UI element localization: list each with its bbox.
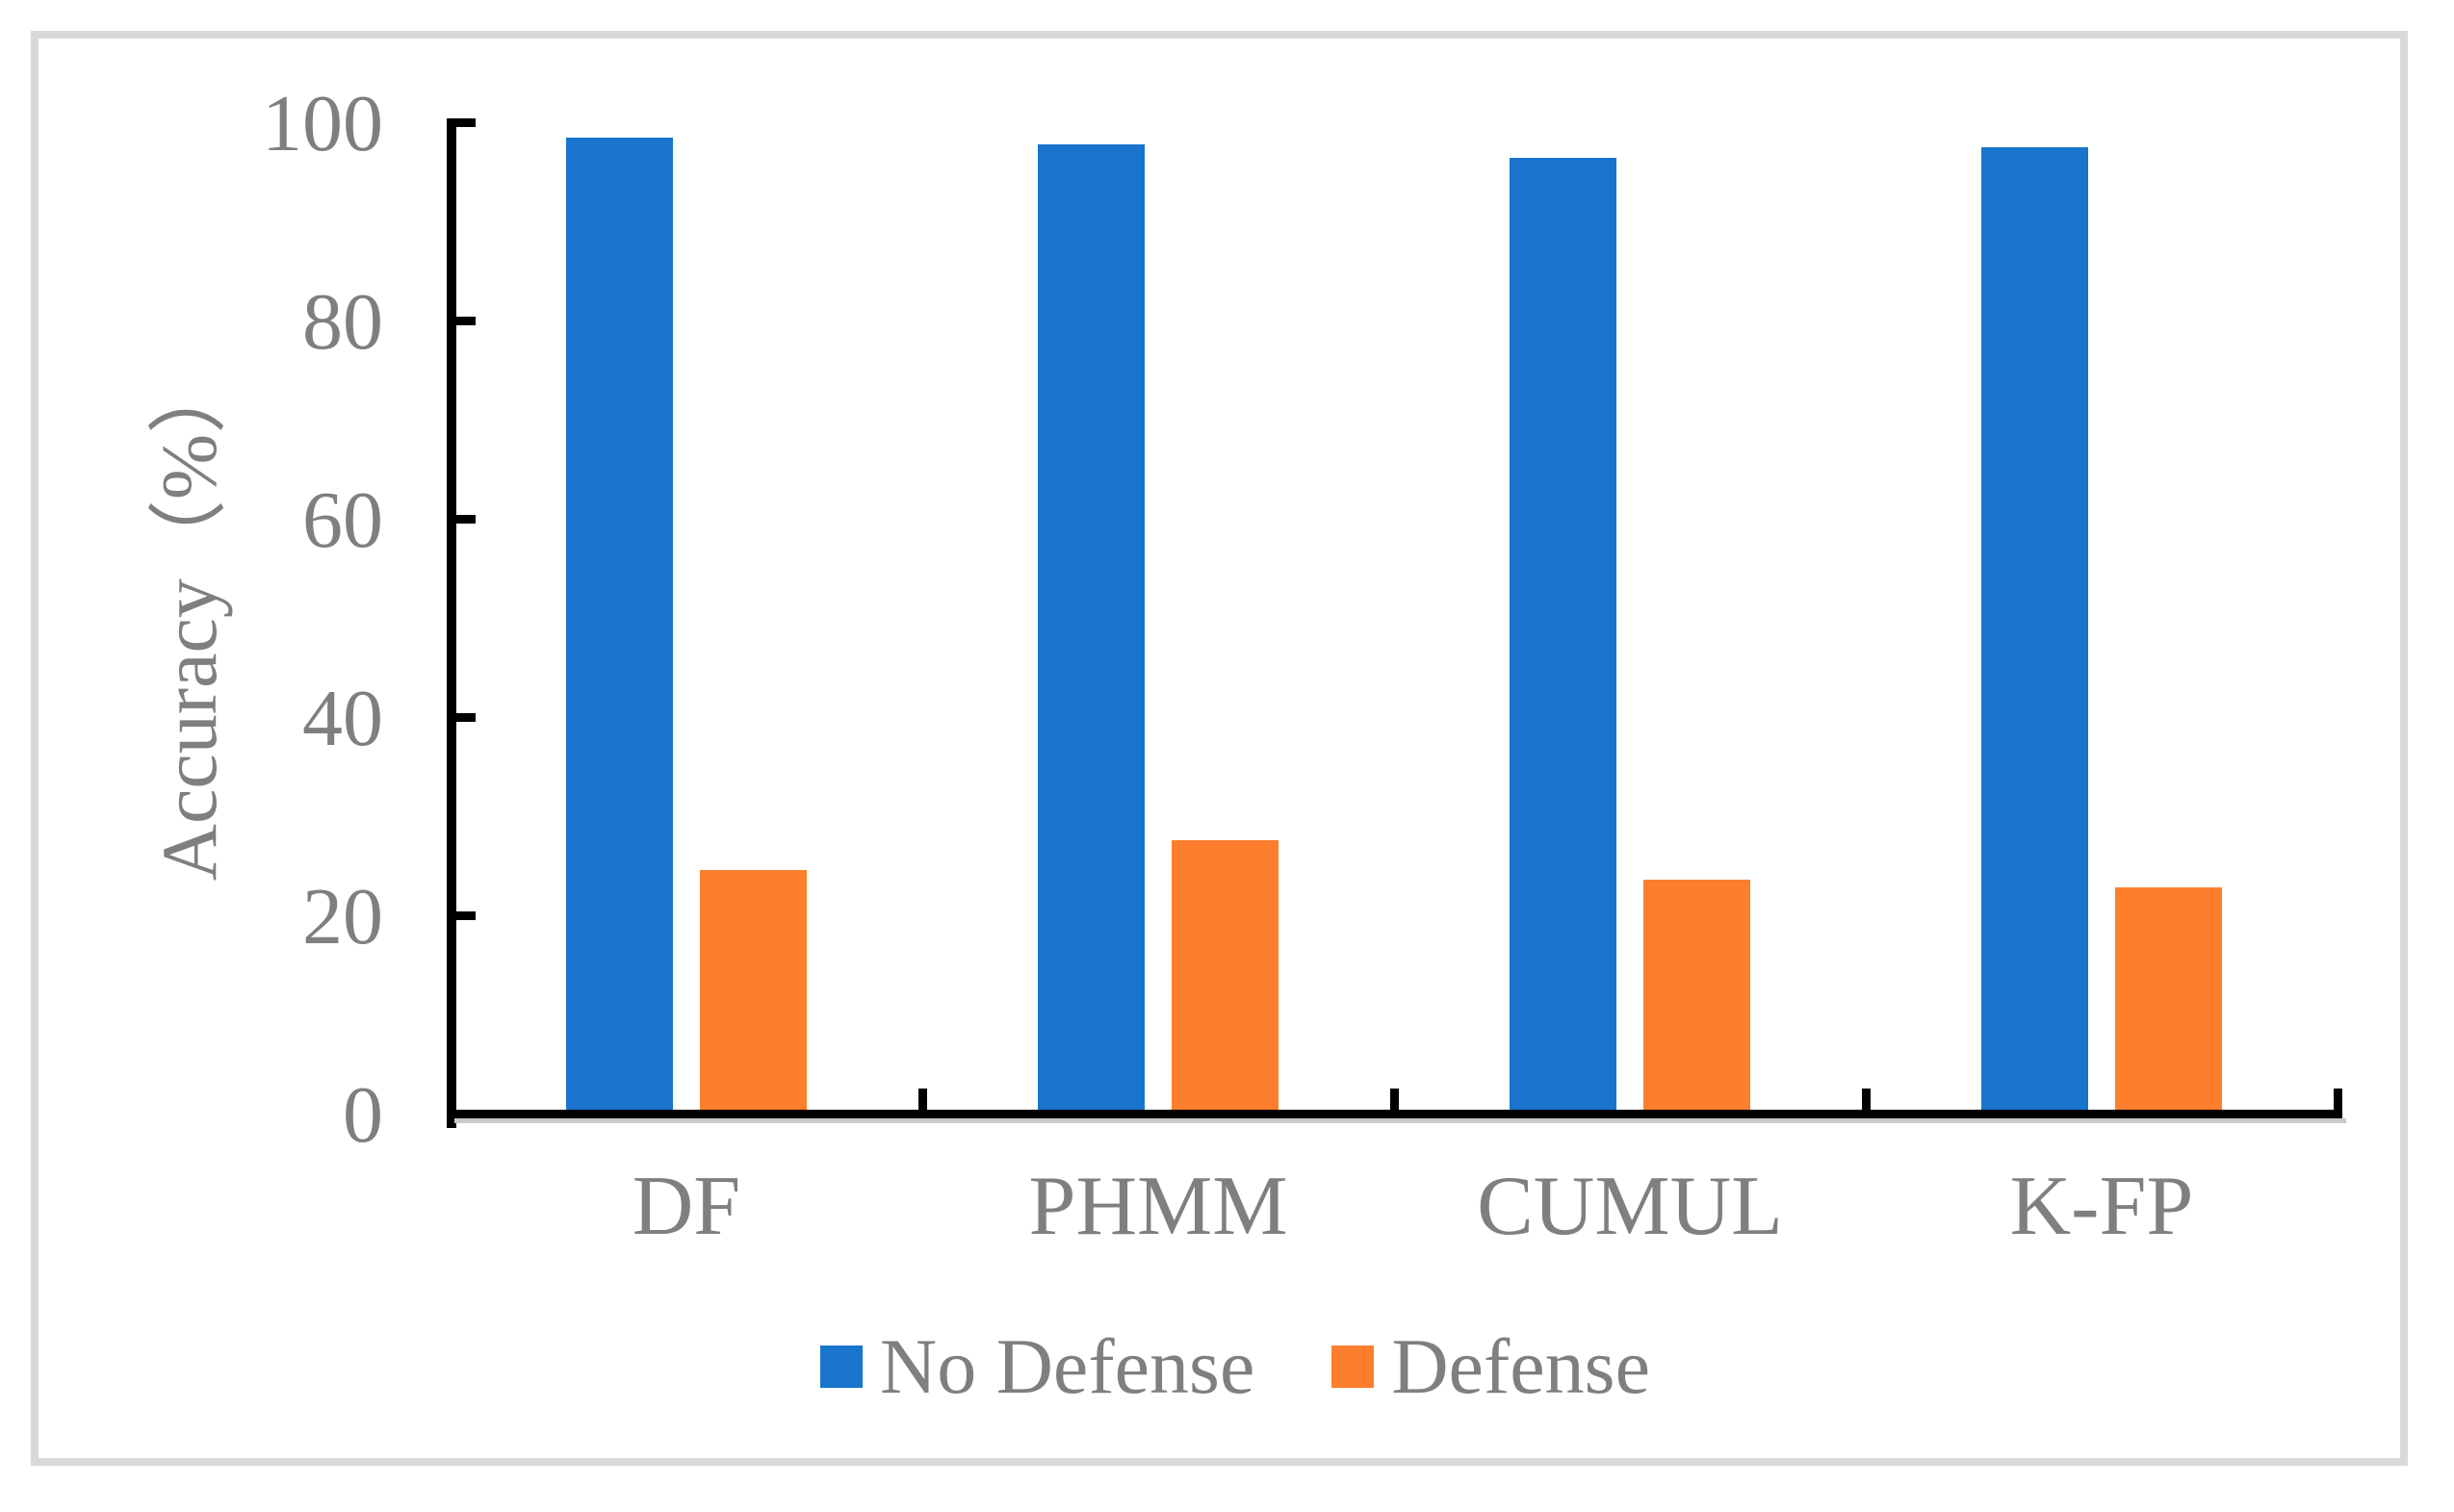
x-category-label-phmm: PHMM	[1028, 1160, 1288, 1253]
x-axis-tick-4	[2334, 1089, 2342, 1118]
y-tick-label-80: 80	[302, 277, 383, 367]
bar-defense-k-fp	[2115, 887, 2222, 1110]
x-category-label-df: DF	[632, 1160, 741, 1253]
bar-no-defense-df	[566, 138, 673, 1110]
y-tick-label-40: 40	[302, 674, 383, 763]
y-tick-label-0: 0	[343, 1070, 383, 1160]
bar-no-defense-k-fp	[1981, 147, 2088, 1110]
x-axis-tick-3	[1862, 1089, 1871, 1118]
y-axis-tick-80	[447, 317, 476, 325]
y-tick-label-20: 20	[302, 872, 383, 961]
legend-swatch-no-defense	[820, 1345, 863, 1388]
x-axis-tick-2	[1390, 1089, 1399, 1118]
legend: No Defense Defense	[820, 1327, 1650, 1406]
x-axis-shadow	[454, 1118, 2346, 1123]
bar-no-defense-phmm	[1038, 144, 1145, 1110]
bar-defense-cumul	[1643, 880, 1750, 1110]
bar-no-defense-cumul	[1510, 158, 1616, 1110]
x-category-label-cumul: CUMUL	[1477, 1160, 1783, 1253]
y-axis-tick-100	[447, 118, 476, 127]
legend-label-defense: Defense	[1391, 1322, 1650, 1410]
y-tick-label-60: 60	[302, 475, 383, 565]
legend-swatch-defense	[1331, 1345, 1375, 1388]
legend-label-no-defense: No Defense	[880, 1322, 1255, 1410]
y-axis-title: Accuracy（%）	[145, 354, 233, 882]
legend-item-defense: Defense	[1331, 1327, 1650, 1406]
x-axis-tick-1	[918, 1089, 927, 1118]
bar-defense-df	[700, 870, 807, 1110]
y-axis-line	[447, 118, 456, 1128]
y-axis-tick-20	[447, 911, 476, 920]
y-axis-tick-40	[447, 713, 476, 722]
legend-item-no-defense: No Defense	[820, 1327, 1254, 1406]
figure-border-frame	[31, 31, 2408, 1466]
y-tick-label-100: 100	[262, 79, 383, 168]
bar-defense-phmm	[1172, 840, 1279, 1110]
y-axis-tick-60	[447, 515, 476, 524]
x-category-label-k-fp: K-FP	[2009, 1160, 2194, 1253]
